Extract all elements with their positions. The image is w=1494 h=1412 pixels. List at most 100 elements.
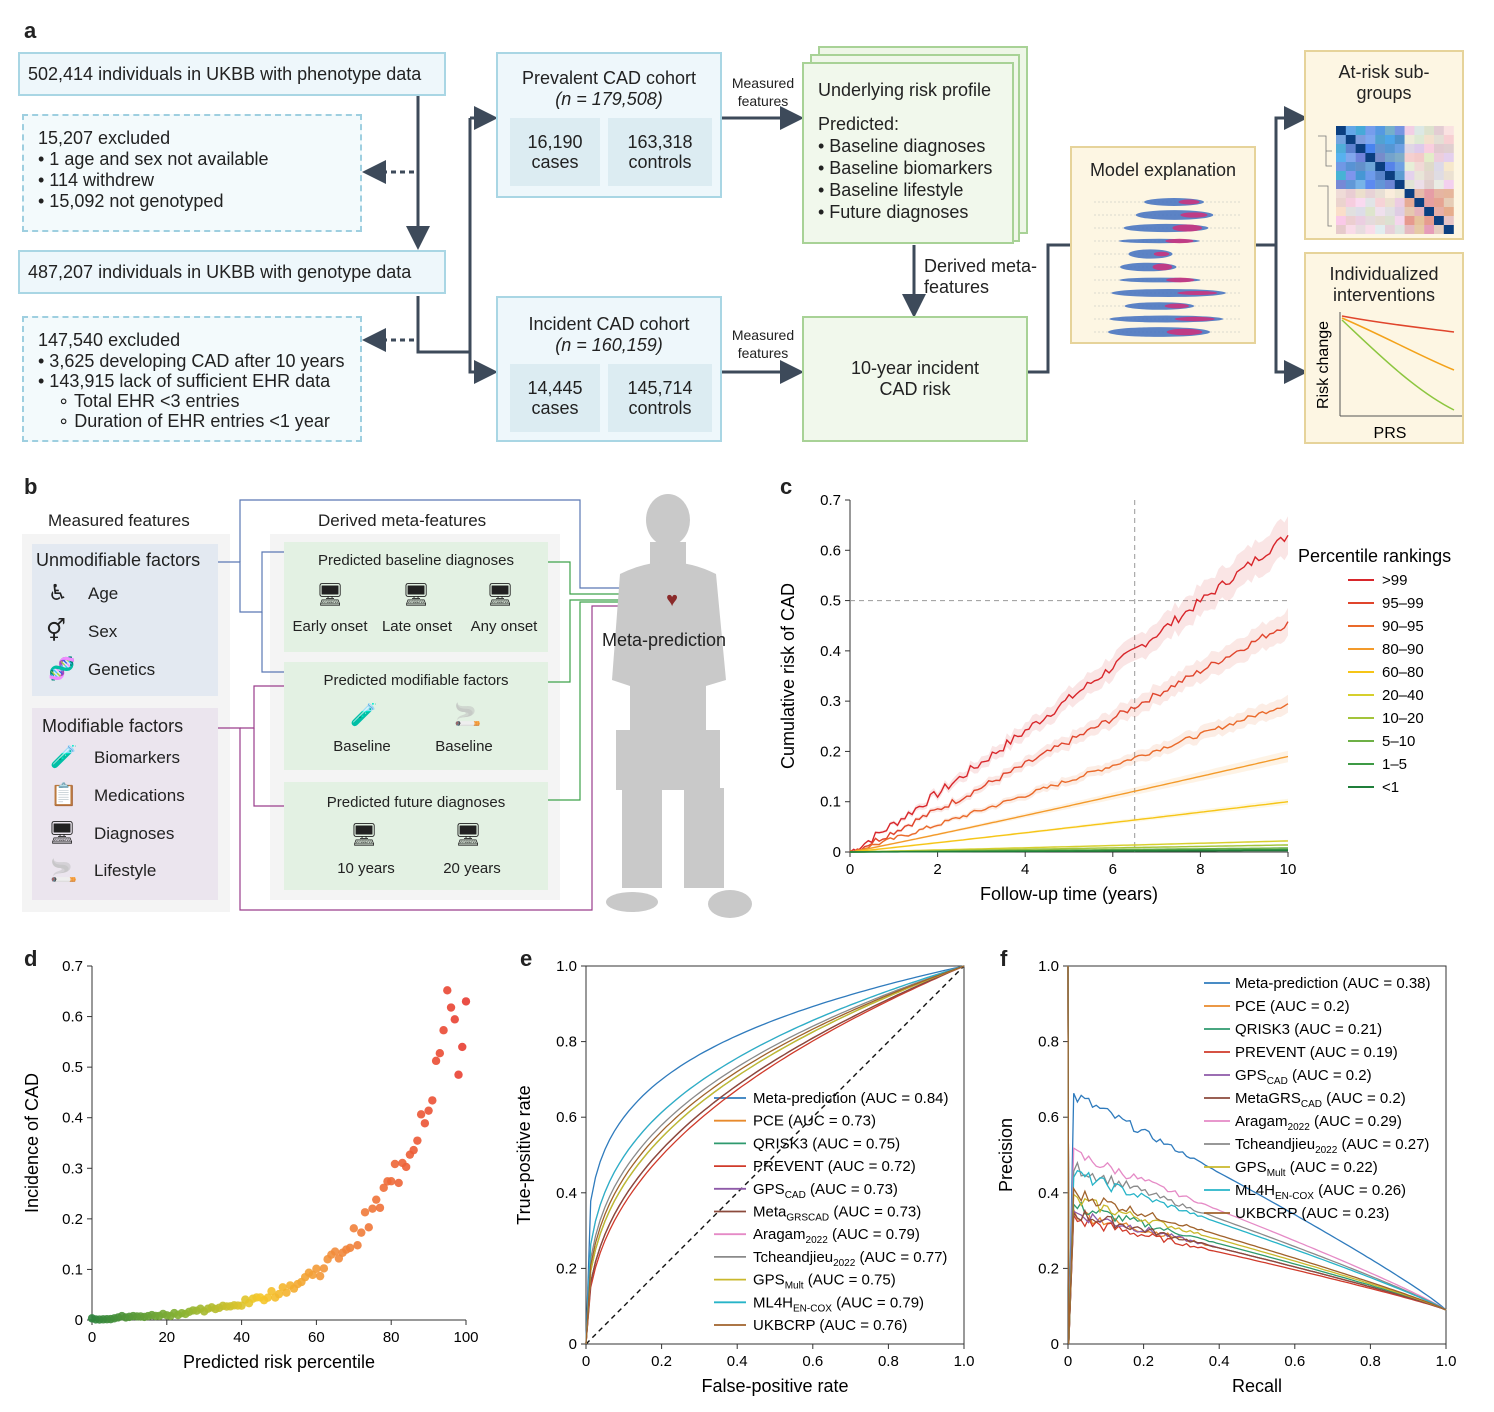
heatmap-cell <box>1394 144 1405 153</box>
test-tube-icon: 🧪 <box>50 744 78 769</box>
heatmap-cell <box>1434 153 1444 162</box>
age-label: Age <box>88 584 119 603</box>
excl2-item: ∘ Duration of EHR entries <1 year <box>58 411 330 431</box>
heatmap-cell <box>1424 189 1435 198</box>
shap-violin <box>1177 290 1218 296</box>
shap-violin-plot <box>1094 198 1240 337</box>
confidence-band <box>850 750 1288 852</box>
heatmap-cell <box>1385 189 1395 198</box>
heatmap-cell <box>1404 126 1415 135</box>
legend-label: UKBCRP (AUC = 0.23) <box>1235 1205 1389 1222</box>
heatmap-cell <box>1365 225 1376 234</box>
at-risk-title: At-risk sub-groups <box>1338 62 1430 103</box>
future-diagnoses-box: Predicted future diagnoses 🖥 🖥 10 years … <box>284 782 548 890</box>
x-tick-label: 0.4 <box>1209 1353 1230 1370</box>
heatmap-cell <box>1385 198 1395 207</box>
sex-label: Sex <box>88 622 118 641</box>
heatmap-cell <box>1336 153 1346 162</box>
data-point <box>450 1015 459 1024</box>
x-axis-label: Recall <box>1232 1376 1282 1396</box>
x-tick-label: 0 <box>88 1329 96 1346</box>
prevalent-cases: 16,190 cases <box>510 118 600 186</box>
person-silhouette <box>606 494 752 918</box>
panel-label-d: d <box>24 946 38 971</box>
lifestyle-icon: 🚬 <box>50 858 78 883</box>
x-tick-label: 0 <box>846 861 854 878</box>
diagnoses-label: Diagnoses <box>94 824 175 843</box>
data-point <box>413 1136 422 1145</box>
heatmap-cell <box>1375 162 1386 171</box>
heatmap-cell <box>1375 216 1386 225</box>
roc-chart: 0 0.2 0.4 0.6 0.8 1.0 0 0.2 0.4 0.6 0.8 1.0 False-po… <box>514 958 974 1396</box>
lifestyle-icon: 🚬 <box>454 702 482 727</box>
x-tick-label: 0.6 <box>802 1353 823 1370</box>
heatmap-cell <box>1404 144 1415 153</box>
heatmap-cell <box>1375 198 1386 207</box>
y-tick-label: 0.7 <box>820 492 841 509</box>
heatmap-cell <box>1365 189 1376 198</box>
data-point <box>312 1264 321 1273</box>
heatmap-cell <box>1404 135 1415 144</box>
incident-risk-box: 10-year incident CAD risk <box>802 316 1028 442</box>
shap-violin <box>1166 277 1195 283</box>
heatmap-cell <box>1443 144 1454 153</box>
legend-label: <1 <box>1382 779 1399 796</box>
incident-cases: 14,445 cases <box>510 364 600 432</box>
series-line <box>850 849 1288 853</box>
legend-label: MetaGRSCAD (AUC = 0.73) <box>753 1204 921 1224</box>
heatmap-cell <box>1336 126 1346 135</box>
heart-icon: ♥ <box>666 589 678 611</box>
panel-label-e: e <box>520 946 533 971</box>
heatmap-cell <box>1345 207 1356 216</box>
roc-curve <box>585 965 965 1345</box>
incidence-scatter-chart: 0 20 40 60 80 100 0 0.1 0.2 0.3 0.4 0.5 0.6 0.7 Predic… <box>22 958 479 1372</box>
heatmap-cell <box>1336 207 1346 216</box>
cumulative-risk-chart: 0 2 4 6 8 10 0 0.1 0.2 0.3 0.4 0.5 0.6 0.7 Follow-up t… <box>778 492 1451 904</box>
prevalent-cases-n: 16,190 <box>527 132 583 152</box>
baseline-label: Baseline <box>435 738 493 755</box>
heatmap-cell <box>1404 207 1415 216</box>
lifestyle-label: Lifestyle <box>94 861 157 880</box>
risk-profile-item: • Baseline lifestyle <box>818 180 964 200</box>
data-point <box>401 1162 411 1172</box>
y-tick-label: 1.0 <box>1038 958 1059 975</box>
late-onset-label: Late onset <box>381 618 453 635</box>
data-point <box>372 1195 381 1204</box>
heatmap-cell <box>1404 162 1415 171</box>
heatmap-cell <box>1345 153 1356 162</box>
prevalent-controls-label: controls <box>628 152 692 172</box>
data-point <box>428 1096 437 1105</box>
baseline-label: Baseline <box>333 738 391 755</box>
heatmap-cell <box>1414 171 1425 180</box>
legend-label: PREVENT (AUC = 0.19) <box>1235 1044 1398 1061</box>
heatmap-cell <box>1345 189 1356 198</box>
risk-profile-title: Underlying risk profile <box>818 80 992 100</box>
biomarkers-label: Biomarkers <box>94 748 180 767</box>
pr-curve <box>1067 965 1447 1345</box>
heatmap-cell <box>1355 162 1366 171</box>
risk-profile-box: Underlying risk profile Predicted: • Bas… <box>802 62 1014 244</box>
legend-label: >99 <box>1382 572 1407 589</box>
modifiable-predicted-title: Predicted modifiable factors <box>323 672 509 689</box>
series-line <box>849 801 1289 853</box>
heatmap-cell <box>1365 162 1376 171</box>
heatmap-cell <box>1434 135 1444 144</box>
heatmap-cell <box>1336 171 1346 180</box>
incident-controls-label: controls <box>628 398 692 418</box>
precision-recall-chart: 0 0.2 0.4 0.6 0.8 1.0 0 0.2 0.4 0.6 0.8 1.0 Recall Pr… <box>996 958 1456 1396</box>
x-tick-label: 4 <box>1021 861 1029 878</box>
heatmap-cell <box>1434 198 1444 207</box>
future-diagnoses-title: Predicted future diagnoses <box>326 794 506 811</box>
legend-label: ML4HEN-COX (AUC = 0.79) <box>753 1294 924 1314</box>
heatmap-cell <box>1375 126 1386 135</box>
shap-violin <box>1166 328 1203 336</box>
interventions-title: Individualized interventions <box>1329 264 1439 305</box>
data-point <box>454 1070 463 1079</box>
heatmap-cell <box>1414 207 1425 216</box>
y-tick-label: 0.8 <box>1038 1034 1059 1051</box>
pr-curve <box>1067 965 1447 1345</box>
data-point <box>458 1042 467 1052</box>
incident-title: Incident CAD cohort <box>528 314 690 334</box>
legend-label: Meta-prediction (AUC = 0.84) <box>753 1090 949 1107</box>
y-tick-label: 0.5 <box>62 1059 83 1076</box>
